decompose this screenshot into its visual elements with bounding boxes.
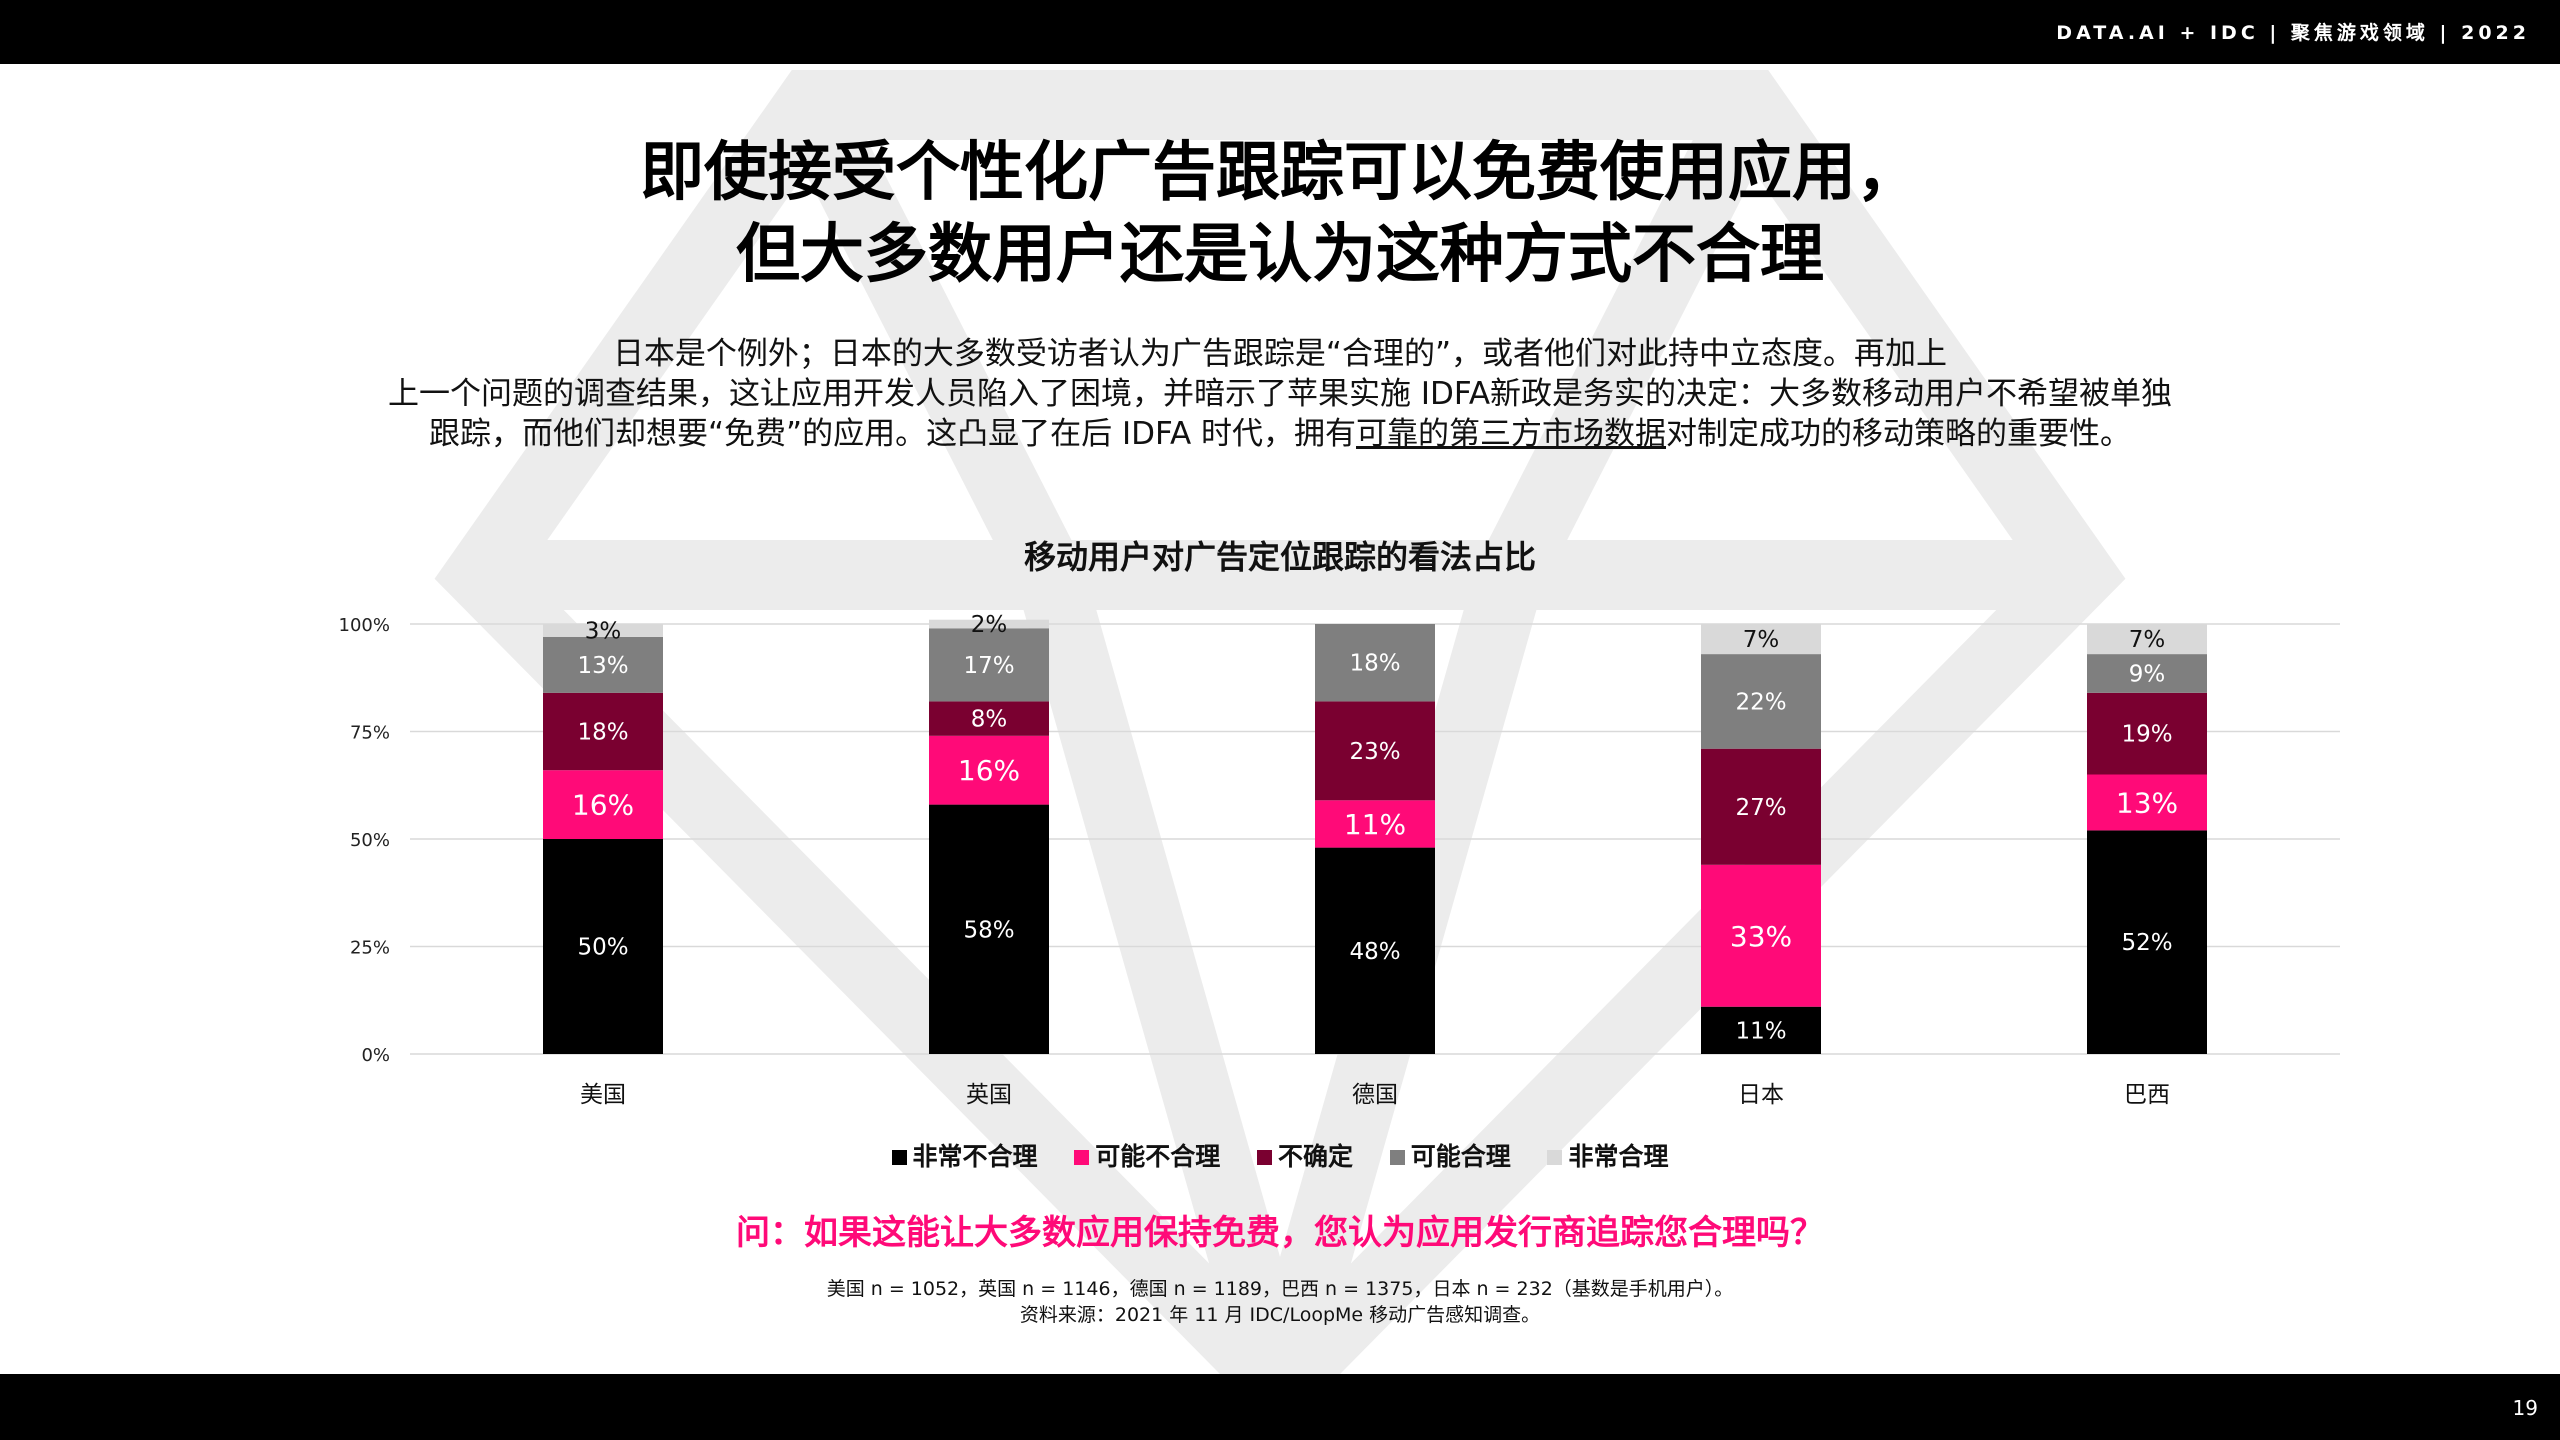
- data-label: 27%: [1735, 795, 1786, 821]
- data-label: 22%: [1735, 689, 1786, 715]
- legend-swatch: [1547, 1150, 1563, 1165]
- data-label: 48%: [1349, 939, 1400, 965]
- page-title-line-1: 即使接受个性化广告跟踪可以免费使用应用，: [640, 136, 1920, 210]
- description-line-3a: 跟踪，而他们却想要“免费”的应用。这凸显了在后 IDFA 时代，拥有: [428, 416, 1357, 452]
- survey-question: 问：如果这能让大多数应用保持免费，您认为应用发行商追踪您合理吗？: [736, 1213, 1824, 1253]
- legend-item-maybe-unreasonable: 可能不合理: [1074, 1137, 1220, 1173]
- data-label: 52%: [2121, 930, 2172, 956]
- bar-segment: [543, 839, 663, 1054]
- legend-label: 可能不合理: [1095, 1142, 1221, 1171]
- bar-segment: [1315, 847, 1435, 1054]
- x-tick-label: 德国: [1352, 1082, 1398, 1108]
- description-line-1: 日本是个例外；日本的大多数受访者认为广告跟踪是“合理的”，或者他们对此持中立态度…: [612, 336, 1948, 372]
- y-tick-label: 100%: [339, 615, 390, 636]
- bar-segment: [2087, 774, 2207, 831]
- data-label: 17%: [963, 653, 1014, 679]
- legend-label: 可能合理: [1410, 1142, 1511, 1171]
- data-label: 9%: [2129, 661, 2166, 687]
- bottom-bar: 19: [0, 1374, 2560, 1440]
- stacked-bar-chart: 0% 25% 50% 75% 100% 50% 16% 18% 13% 3% 美国 58% 16% 8% 1…: [339, 612, 2340, 1108]
- source-note: 资料来源：2021 年 11 月 IDC/LoopMe 移动广告感知调查。: [1019, 1304, 1541, 1326]
- data-label: 11%: [1344, 808, 1406, 841]
- data-label: 18%: [577, 720, 628, 746]
- bar-segment: [929, 628, 1049, 702]
- x-tick-label: 美国: [580, 1082, 626, 1108]
- data-label: 2%: [971, 612, 1008, 638]
- legend-swatch: [1256, 1150, 1272, 1165]
- chart-legend: 非常不合理 可能不合理 不确定 可能合理 非常合理: [0, 1137, 2560, 1173]
- page-number: 19: [2512, 1396, 2538, 1420]
- description-underlined: 可靠的第三方市场数据: [1356, 416, 1667, 452]
- bar-segment: [2087, 624, 2207, 655]
- legend-item-maybe-reasonable: 可能合理: [1389, 1137, 1511, 1173]
- y-tick-label: 25%: [350, 938, 390, 959]
- legend-item-unsure: 不确定: [1256, 1137, 1353, 1173]
- bar-segment: [2087, 830, 2207, 1054]
- data-label: 58%: [963, 917, 1014, 943]
- legend-label: 非常合理: [1568, 1142, 1669, 1171]
- bar-segment: [929, 735, 1049, 805]
- legend-label: 非常不合理: [912, 1142, 1038, 1171]
- bar-segment: [1701, 864, 1821, 1007]
- data-label: 19%: [2121, 722, 2172, 748]
- data-label: 16%: [572, 789, 634, 822]
- data-label: 33%: [1730, 920, 1792, 953]
- bar-segment: [929, 619, 1049, 629]
- legend-item-very-reasonable: 非常合理: [1547, 1137, 1668, 1173]
- bar-segment: [543, 770, 663, 839]
- data-label: 23%: [1349, 739, 1400, 765]
- chart-title: 移动用户对广告定位跟踪的看法占比: [1023, 538, 1536, 576]
- brand-label: DATA.AI + IDC | 聚焦游戏领域 | 2022: [2056, 22, 2530, 44]
- source-notes: 美国 n = 1052，英国 n = 1146，德国 n = 1189，巴西 n…: [0, 1276, 2560, 1328]
- description: 日本是个例外；日本的大多数受访者认为广告跟踪是“合理的”，或者他们对此持中立态度…: [300, 334, 2260, 454]
- data-label: 16%: [958, 754, 1020, 787]
- bar-segment: [2087, 692, 2207, 775]
- bar-segment: [2087, 654, 2207, 693]
- data-label: 50%: [577, 935, 628, 961]
- data-label: 3%: [585, 618, 622, 644]
- legend-swatch: [1074, 1150, 1090, 1165]
- y-tick-label: 0%: [361, 1045, 390, 1066]
- legend-item-very-unreasonable: 非常不合理: [891, 1137, 1038, 1173]
- data-label: 11%: [1735, 1018, 1786, 1044]
- description-line-2: 上一个问题的调查结果，这让应用开发人员陷入了困境，并暗示了苹果实施 IDFA新政…: [387, 376, 2173, 412]
- bar-segment: [1701, 654, 1821, 749]
- x-tick-label: 巴西: [2124, 1082, 2170, 1108]
- bar-segment: [1315, 800, 1435, 848]
- description-line-3b: 对制定成功的移动策略的重要性。: [1666, 416, 2132, 452]
- bar-segment: [1701, 748, 1821, 865]
- data-label: 7%: [2129, 627, 2166, 653]
- bar-segment: [1315, 701, 1435, 801]
- bar-segment: [543, 624, 663, 637]
- sample-size-note: 美国 n = 1052，英国 n = 1146，德国 n = 1189，巴西 n…: [826, 1278, 1734, 1300]
- data-label: 7%: [1743, 627, 1780, 653]
- data-label: 8%: [971, 707, 1008, 733]
- x-tick-label: 日本: [1738, 1082, 1784, 1108]
- description-line-3: 跟踪，而他们却想要“免费”的应用。这凸显了在后 IDFA 时代，拥有可靠的第三方…: [300, 414, 2260, 454]
- bar-segment: [1701, 1006, 1821, 1054]
- page-title: 即使接受个性化广告跟踪可以免费使用应用， 但大多数用户还是认为这种方式不合理: [0, 132, 2560, 296]
- y-tick-label: 50%: [350, 830, 390, 851]
- bar-segment: [1315, 624, 1435, 702]
- top-bar: DATA.AI + IDC | 聚焦游戏领域 | 2022: [0, 0, 2560, 64]
- data-label: 13%: [2116, 786, 2178, 819]
- legend-swatch: [1389, 1150, 1405, 1165]
- bar-segment: [929, 701, 1049, 736]
- bar-segment: [1701, 624, 1821, 655]
- y-tick-label: 75%: [350, 723, 390, 744]
- data-label: 18%: [1349, 651, 1400, 677]
- data-label: 13%: [577, 653, 628, 679]
- bar-segment: [543, 636, 663, 693]
- x-tick-label: 英国: [966, 1082, 1012, 1108]
- page-title-line-2: 但大多数用户还是认为这种方式不合理: [736, 218, 1824, 292]
- legend-label: 不确定: [1277, 1142, 1353, 1171]
- bar-segment: [543, 692, 663, 771]
- bar-segment: [929, 804, 1049, 1054]
- legend-swatch: [891, 1150, 907, 1165]
